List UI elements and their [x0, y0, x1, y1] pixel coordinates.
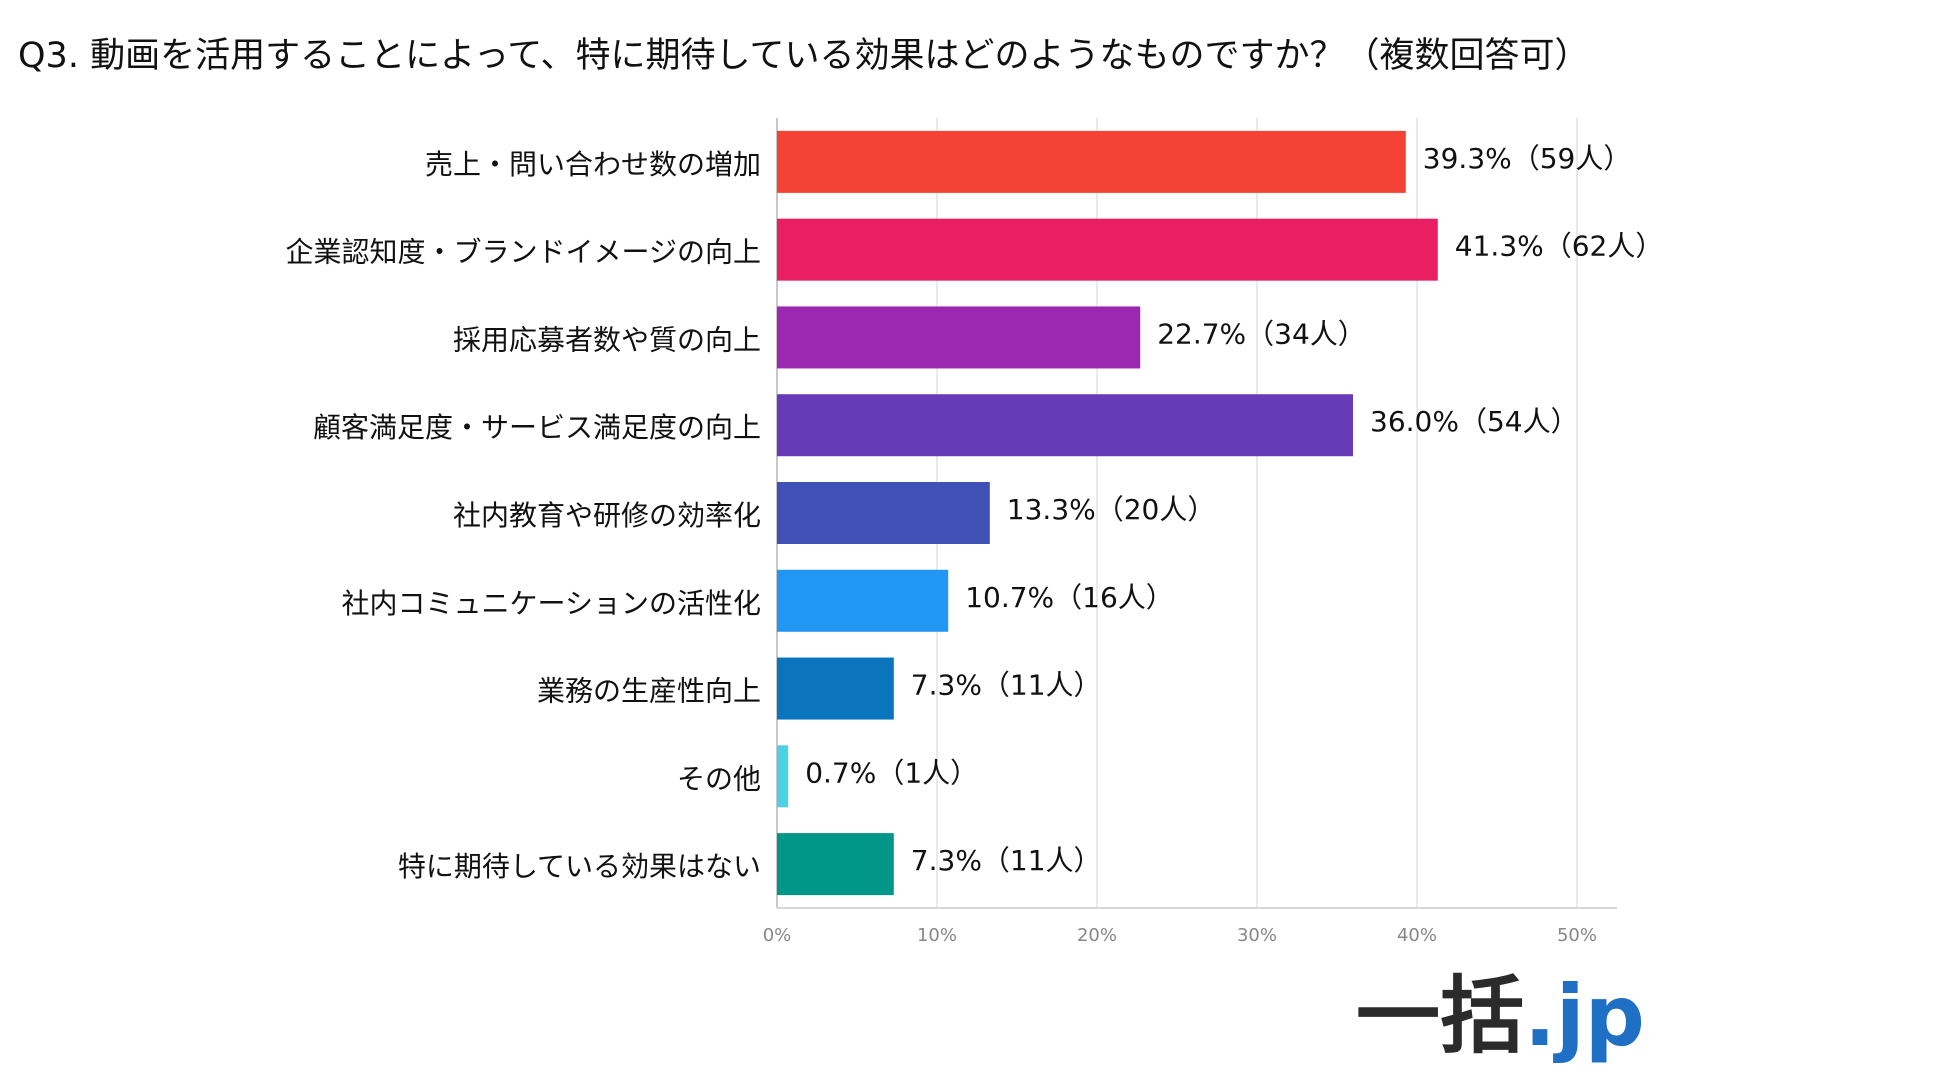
data-label: 13.3%（20人）	[1007, 493, 1216, 526]
y-tick-label: 社内教育や研修の効率化	[453, 499, 761, 532]
y-tick-label: 採用応募者数や質の向上	[453, 323, 761, 356]
x-tick-label: 20%	[1077, 925, 1117, 946]
bar	[777, 482, 990, 544]
data-label: 36.0%（54人）	[1370, 405, 1579, 438]
data-label: 7.3%（11人）	[911, 669, 1102, 702]
bar	[777, 394, 1353, 457]
bar	[777, 569, 949, 632]
bar	[777, 130, 1406, 193]
data-label: 22.7%（34人）	[1157, 317, 1366, 350]
x-tick-label: 50%	[1557, 925, 1597, 946]
x-tick-label: 30%	[1237, 925, 1277, 946]
y-tick-label: その他	[677, 762, 761, 795]
bar	[777, 833, 894, 896]
data-label: 41.3%（62人）	[1455, 230, 1664, 263]
y-tick-label: 顧客満足度・サービス満足度の向上	[313, 411, 761, 444]
y-tick-label: 社内コミュニケーションの活性化	[342, 587, 761, 620]
x-tick-label: 40%	[1397, 925, 1437, 946]
bar	[777, 306, 1141, 369]
data-label: 10.7%（16人）	[965, 581, 1174, 614]
bar	[777, 218, 1438, 281]
y-tick-label: 企業認知度・ブランドイメージの向上	[286, 236, 761, 269]
data-label: 0.7%（1人）	[805, 756, 978, 789]
x-tick-label: 10%	[917, 925, 957, 946]
data-label: 39.3%（59人）	[1423, 142, 1632, 175]
logo-main: 一括	[1356, 967, 1524, 1065]
y-tick-label: 売上・問い合わせ数の増加	[425, 148, 761, 181]
logo-suffix: .jp	[1524, 967, 1645, 1065]
bar	[777, 745, 789, 808]
y-tick-label: 業務の生産性向上	[537, 675, 761, 708]
bar	[777, 657, 894, 720]
y-tick-label: 特に期待している効果はない	[398, 850, 761, 883]
x-tick-label: 0%	[763, 925, 792, 946]
logo: 一括.jp	[1356, 967, 1645, 1065]
chart-title: Q3. 動画を活用することによって、特に期待している効果はどのようなものですか？…	[18, 36, 1589, 76]
data-label: 7.3%（11人）	[911, 844, 1102, 877]
